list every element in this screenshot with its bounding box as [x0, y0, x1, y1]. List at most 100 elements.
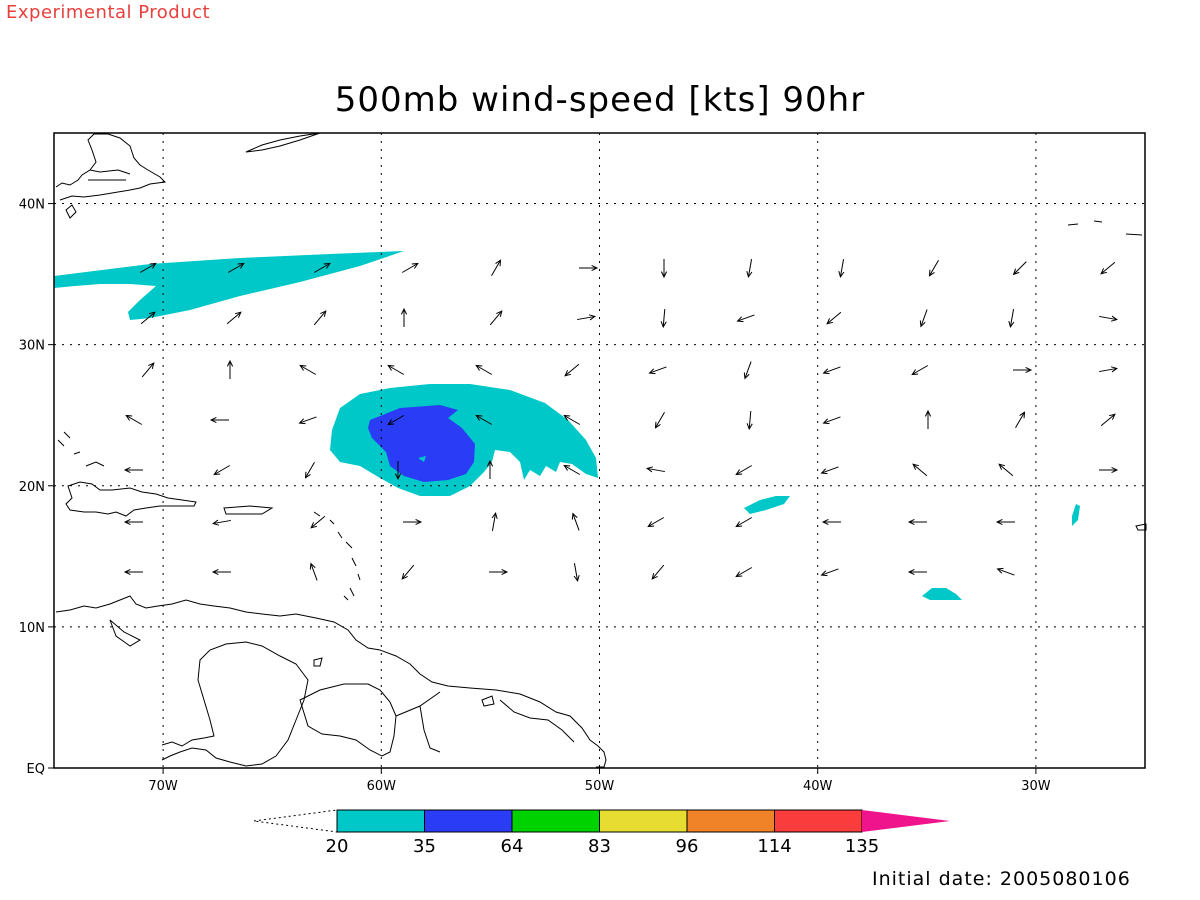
wind-arrow: [924, 409, 932, 429]
wind-arrow: [394, 461, 402, 481]
wind-arrow: [571, 512, 580, 531]
wind-arrow: [123, 518, 143, 526]
colorbar-swatch: [424, 809, 513, 833]
wind-arrow: [1015, 411, 1026, 429]
wind-arrow: [743, 361, 752, 380]
lat-tick-label: 30N: [19, 339, 45, 354]
wind-arrow: [648, 366, 667, 375]
wind-arrow: [387, 415, 405, 426]
wind-arrow: [1012, 261, 1027, 276]
wind-arrow: [309, 562, 318, 581]
colorbar-lower-triangle: [253, 809, 338, 833]
hurricane-eye: [418, 456, 426, 462]
wind-arrow: [563, 464, 581, 475]
colorbar-swatch: [511, 809, 600, 833]
wind-arrow: [907, 518, 927, 526]
wind-arrow: [401, 564, 415, 580]
wind-arrow: [573, 563, 580, 582]
wind-arrow: [489, 310, 503, 326]
wind-arrow: [746, 259, 753, 278]
wind-arrow: [826, 311, 842, 325]
lon-tick-label: 60W: [367, 779, 397, 794]
wind-arrow: [822, 366, 841, 375]
wind-arrow: [735, 465, 753, 476]
colorbar-swatch: [774, 809, 863, 833]
wind-arrow: [403, 518, 423, 526]
wind-arrow: [313, 310, 327, 326]
colorbar-level-label: 114: [757, 836, 791, 857]
wind-arrow: [227, 262, 245, 273]
small-shade-2: [922, 588, 962, 600]
wind-arrow: [736, 314, 755, 323]
lon-tick-label: 50W: [585, 779, 615, 794]
wind-arrow: [564, 363, 580, 377]
wind-arrow: [654, 411, 665, 429]
lat-tick-label: EQ: [27, 762, 45, 777]
axis-labels: 70W 60W 50W 40W 30W 40N 30N 20N 10N EQ: [19, 198, 1051, 794]
colorbar-swatch: [336, 809, 425, 833]
wind-arrow: [139, 262, 157, 273]
map-frame: [53, 132, 1146, 769]
wind-arrow: [996, 567, 1015, 576]
lon-tick-label: 40W: [803, 779, 833, 794]
wind-arrow: [313, 262, 331, 273]
wind-arrow: [820, 466, 839, 475]
wind-arrow: [298, 416, 317, 425]
wind-arrow: [838, 259, 845, 278]
wind-arrow: [998, 463, 1014, 477]
wind-arrow: [907, 568, 927, 576]
wind-arrow: [491, 259, 502, 277]
wind-arrow: [141, 362, 155, 378]
colorbar-level-label: 64: [501, 836, 524, 857]
colorbar-upper-triangle: [862, 810, 950, 832]
wind-arrow: [475, 414, 493, 425]
wind-arrow: [746, 410, 753, 431]
colorbar-level-label: 20: [326, 836, 349, 857]
wind-arrow: [928, 259, 939, 277]
wind-arrow: [123, 568, 143, 576]
colorbar-level-label: 96: [676, 836, 699, 857]
initial-date-label: Initial date: 2005080106: [872, 868, 1131, 890]
wind-arrow: [563, 414, 581, 425]
wind-arrow: [486, 459, 494, 479]
wind-arrow: [995, 518, 1015, 526]
chart-title: 500mb wind-speed [kts] 90hr: [334, 80, 866, 120]
lat-tick-label: 10N: [19, 621, 45, 636]
wind-arrow: [226, 311, 242, 325]
colorbar-swatch: [686, 809, 775, 833]
wind-arrow: [822, 416, 841, 425]
wind-arrow: [304, 461, 315, 479]
wind-arrow: [209, 416, 229, 424]
wind-arrow: [211, 568, 231, 576]
wind-arrow: [140, 311, 156, 325]
wind-arrow: [577, 314, 596, 321]
wind-arrow: [125, 414, 143, 425]
wind-arrow: [912, 463, 928, 477]
wind-arrow: [1008, 309, 1015, 328]
colorbar-level-label: 135: [845, 836, 879, 857]
wind-arrow: [212, 519, 231, 526]
jet-streak-shade: [54, 251, 404, 320]
wind-arrow: [1099, 466, 1119, 474]
colorbar-swatch: [599, 809, 688, 833]
wind-arrow: [489, 568, 509, 576]
small-shade-3: [1072, 504, 1080, 526]
wind-arrow: [1099, 366, 1118, 373]
wind-arrow: [820, 568, 839, 577]
wind-arrow: [1100, 413, 1116, 427]
small-shade-1: [744, 496, 790, 514]
wind-arrow: [660, 308, 667, 329]
wind-arrow: [1100, 261, 1116, 275]
wind-arrow: [123, 466, 143, 474]
colorbar-level-label: 83: [588, 836, 611, 857]
wind-arrow: [646, 466, 665, 473]
wind-arrow: [647, 517, 665, 528]
lon-tick-label: 70W: [148, 779, 178, 794]
wind-arrow: [491, 512, 498, 531]
wind-arrow: [226, 359, 234, 379]
wind-arrow: [735, 567, 753, 578]
lat-tick-label: 20N: [19, 480, 45, 495]
wind-arrow: [1099, 315, 1118, 322]
wind-arrow: [579, 264, 599, 272]
lon-tick-label: 30W: [1021, 779, 1051, 794]
